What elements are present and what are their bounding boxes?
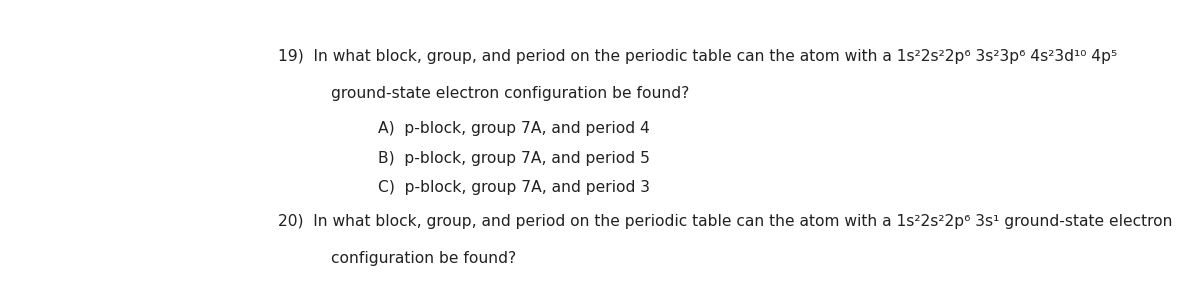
Text: A)  p‑block, group 7A, and period 4: A) p‑block, group 7A, and period 4	[378, 121, 649, 136]
Text: 20)  In what block, group, and period on the periodic table can the atom with a : 20) In what block, group, and period on …	[278, 214, 1172, 229]
Text: B)  p‑block, group 7A, and period 5: B) p‑block, group 7A, and period 5	[378, 151, 650, 166]
Text: ground‑state electron configuration be found?: ground‑state electron configuration be f…	[331, 86, 690, 101]
Text: C)  p‑block, group 7A, and period 3: C) p‑block, group 7A, and period 3	[378, 180, 650, 195]
Text: 19)  In what block, group, and period on the periodic table can the atom with a : 19) In what block, group, and period on …	[278, 49, 1117, 64]
Text: configuration be found?: configuration be found?	[331, 251, 517, 266]
